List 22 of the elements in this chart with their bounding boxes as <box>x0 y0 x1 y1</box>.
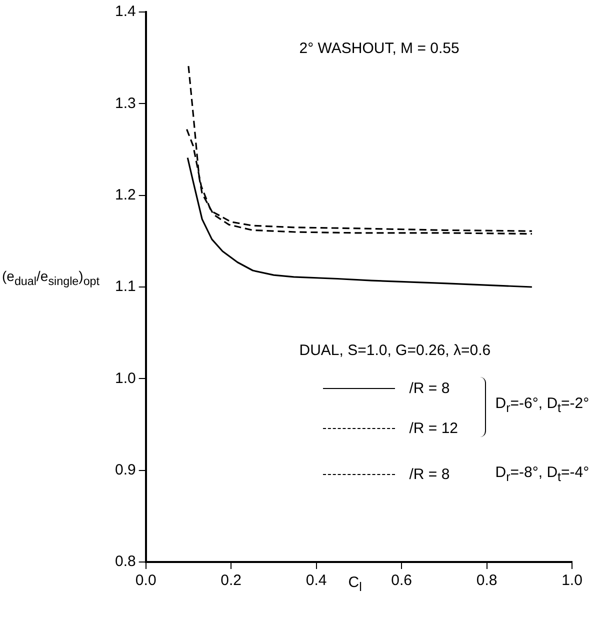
legend-title: DUAL, S=1.0, G=0.26, λ=0.6 <box>299 342 492 359</box>
y-tick-label: 1.3 <box>114 94 136 112</box>
y-tick-label: 1.0 <box>114 370 136 387</box>
x-tick-label: 0.8 <box>476 572 498 590</box>
text: 2° WASHOUT, M = 0.55 <box>299 40 460 56</box>
y-tick-label: 1.1 <box>114 278 136 296</box>
y-axis-title: (e$_{dual}$/e$_{single}$)$_{opt}$ <box>2 268 100 288</box>
x-tick-label: 0.0 <box>135 572 156 590</box>
annotation: D$_{r}$=-8°, D$_{t}$=-4° <box>495 464 590 484</box>
legend-label: /R = 8 <box>409 380 451 396</box>
x-axis-title: C$_{l}$ <box>348 574 362 594</box>
y-tick-label: 1.4 <box>114 3 136 20</box>
legend-label: /R = 8 <box>409 466 451 482</box>
x-tick-label: 0.2 <box>220 572 242 590</box>
x-tick-label: 0.6 <box>391 572 412 590</box>
y-tick-label: 1.2 <box>114 186 136 204</box>
annotation: D$_{r}$=-6°, D$_{t}$=-2° <box>495 395 590 415</box>
y-tick-label: 0.9 <box>114 461 136 478</box>
y-tick-label: 0.8 <box>114 553 136 570</box>
legend-label: /R = 12 <box>409 420 460 436</box>
x-tick-label: 0.4 <box>306 572 327 590</box>
x-tick-label: 1.0 <box>562 572 582 590</box>
